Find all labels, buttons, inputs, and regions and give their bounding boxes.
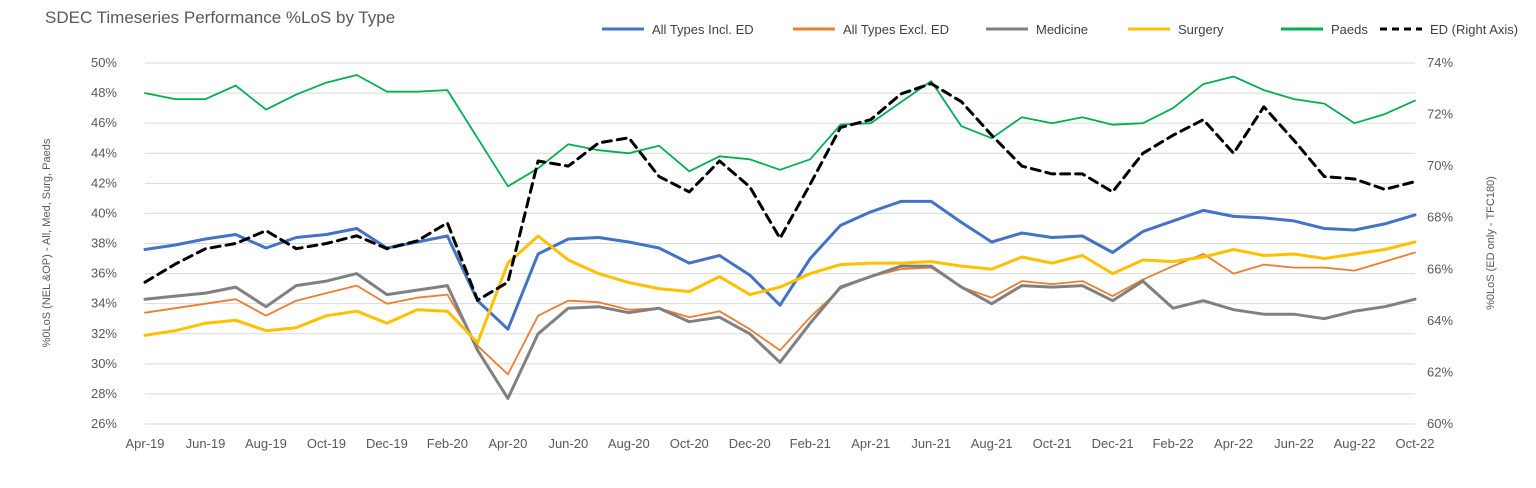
series-line-all-types-excl-ed: [144, 251, 1416, 376]
right-axis-ticks: 60% 62% 64% 66% 68% 70% 72% 74%: [1427, 55, 1453, 431]
right-tick-label: 74%: [1427, 55, 1453, 70]
x-tick-label: Oct-20: [670, 436, 709, 451]
left-tick-label: 28%: [91, 386, 117, 401]
legend-label: Surgery: [1178, 22, 1224, 37]
right-tick-label: 62%: [1427, 364, 1453, 379]
x-tick-label: Jun-22: [1274, 436, 1314, 451]
left-tick-label: 36%: [91, 266, 117, 281]
x-axis-ticks: Apr-19 Jun-19 Aug-19 Oct-19 Dec-19 Feb-20 Apr-…: [125, 436, 1434, 451]
left-tick-label: 44%: [91, 145, 117, 160]
x-tick-label: Feb-21: [790, 436, 831, 451]
x-tick-label: Apr-22: [1214, 436, 1253, 451]
chart-title: SDEC Timeseries Performance %LoS by Type: [45, 8, 396, 27]
legend-label: ED (Right Axis): [1430, 22, 1518, 37]
legend-label: Paeds: [1331, 22, 1368, 37]
series-line-surgery: [143, 234, 1417, 345]
right-tick-label: 72%: [1427, 107, 1453, 122]
x-tick-label: Feb-20: [427, 436, 468, 451]
x-tick-label: Aug-21: [971, 436, 1013, 451]
legend: All Types Incl. ED All Types Excl. ED Medi…: [602, 22, 1518, 37]
right-tick-label: 60%: [1427, 416, 1453, 431]
right-axis-label: %0LoS (ED only - TFC180): [1485, 176, 1497, 310]
left-tick-label: 26%: [91, 416, 117, 431]
right-tick-label: 66%: [1427, 261, 1453, 276]
x-tick-label: Dec-21: [1092, 436, 1134, 451]
series-line-all-types-incl-ed: [143, 199, 1417, 331]
x-tick-label: Jun-20: [548, 436, 588, 451]
legend-label: Medicine: [1036, 22, 1088, 37]
series-line-medicine: [143, 264, 1417, 400]
left-axis-ticks: 26% 28% 30% 32% 34% 36% 38% 40% 42% 44% 46% 48% 50%: [91, 55, 117, 431]
x-tick-label: Jun-19: [186, 436, 226, 451]
right-tick-label: 68%: [1427, 210, 1453, 225]
series-line-paeds: [144, 74, 1416, 188]
x-tick-label: Aug-19: [245, 436, 287, 451]
x-tick-label: Feb-22: [1152, 436, 1193, 451]
x-tick-label: Dec-20: [729, 436, 771, 451]
x-tick-label: Aug-22: [1334, 436, 1376, 451]
left-tick-label: 30%: [91, 356, 117, 371]
x-tick-label: Aug-20: [608, 436, 650, 451]
left-axis-label: %0LoS (NEL &OP) - All, Med, Surg, Paeds: [41, 138, 53, 347]
left-tick-label: 50%: [91, 55, 117, 70]
left-tick-label: 42%: [91, 175, 117, 190]
x-tick-label: Apr-20: [488, 436, 527, 451]
left-tick-label: 32%: [91, 326, 117, 341]
x-tick-label: Apr-19: [125, 436, 164, 451]
left-tick-label: 38%: [91, 236, 117, 251]
gridlines: [145, 62, 1415, 425]
x-tick-label: Jun-21: [911, 436, 951, 451]
left-tick-label: 40%: [91, 205, 117, 220]
x-tick-label: Dec-19: [366, 436, 408, 451]
left-tick-label: 48%: [91, 85, 117, 100]
x-tick-label: Oct-19: [307, 436, 346, 451]
x-tick-label: Oct-22: [1395, 436, 1434, 451]
left-tick-label: 46%: [91, 115, 117, 130]
series-line-ed-right-axis: [143, 82, 1417, 302]
right-tick-label: 70%: [1427, 158, 1453, 173]
x-tick-label: Apr-21: [851, 436, 890, 451]
series-lines: [143, 74, 1417, 400]
right-tick-label: 64%: [1427, 313, 1453, 328]
x-tick-label: Oct-21: [1033, 436, 1072, 451]
legend-label: All Types Excl. ED: [843, 22, 949, 37]
left-tick-label: 34%: [91, 296, 117, 311]
legend-label: All Types Incl. ED: [652, 22, 754, 37]
